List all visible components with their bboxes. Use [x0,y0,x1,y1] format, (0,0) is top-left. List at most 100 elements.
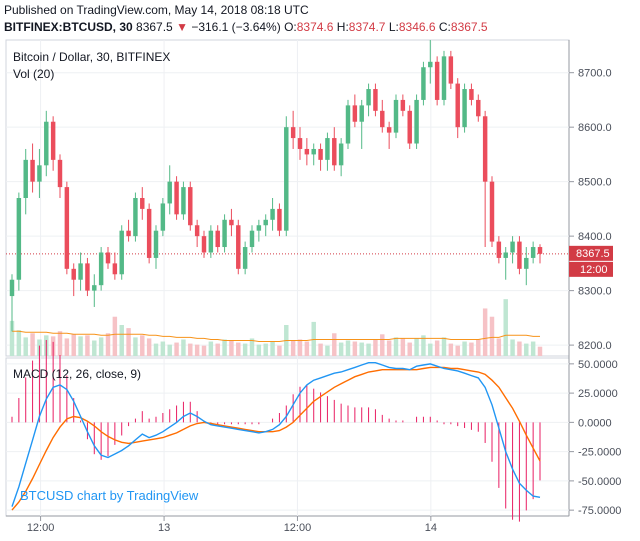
volume-bar [222,339,227,356]
symbol-quote-line: BITFINEX:BTCUSD, 30 8367.5 ▼ −316.1 (−3.… [4,20,488,34]
published-line: Published on TradingView.com, May 14, 20… [4,3,309,17]
candle-body [537,247,543,254]
volume-bar [201,345,207,356]
volume-bar [119,325,124,356]
close-value: 8367.5 [450,20,488,34]
candle-body [119,230,124,275]
volume-bar [537,346,543,356]
candle-body [263,219,268,226]
open-label: O: [284,20,297,34]
volume-bar [71,334,76,356]
macd-tick-label: 25.0000 [578,388,618,400]
candle-body [455,83,460,128]
volume-bar [133,337,138,356]
volume-bar [64,338,70,356]
countdown-tag-text: 12:00 [580,264,608,276]
candle-body [78,263,83,280]
macd-layer [11,339,541,522]
candle-body [256,225,262,231]
macd-tick-label: 0.0000 [578,417,612,429]
symbol-label: BITFINEX:BTCUSD, 30 [4,20,133,34]
volume-bar [208,341,214,356]
candle-body [64,187,70,269]
candle-body [373,89,378,111]
volume-bar [92,340,97,356]
candle-body [215,230,220,248]
volume-bar [373,339,378,356]
high-value: 8374.7 [348,20,386,34]
candle-body [201,236,207,253]
macd-tick-label: 50.0000 [578,359,618,371]
macd-tick-label: -25.0000 [578,447,621,459]
candle-body [71,268,76,280]
candle-body [366,89,371,106]
volume-bar [421,335,426,356]
candle-body [44,121,49,166]
volume-bar [407,342,412,356]
low-value: 8346.6 [398,20,436,34]
candle-body [304,148,310,155]
candle-body [441,56,447,100]
volume-bar [414,338,419,356]
volume-bar [311,321,316,356]
candle-body [30,159,35,182]
signal-line [11,366,541,511]
candle-body [181,187,186,215]
candle-body [462,89,467,128]
volume-bar [85,335,90,356]
candle-body [476,99,481,117]
volume-bar [359,342,364,356]
candle-body [352,105,358,122]
candle-body [517,241,522,269]
macd-tick-label: -50.0000 [578,476,621,488]
volume-bar [140,335,145,356]
volume-bar [297,339,303,356]
volume-bar [393,337,399,356]
volume-bar [338,342,344,356]
candle-body [57,159,63,188]
volume-bar [380,334,385,356]
candle-body [503,252,508,258]
time-tick-label: 14 [425,522,437,534]
volume-bar [229,340,234,356]
candle-body [37,165,42,182]
volume-bar [455,345,460,356]
volume-bar [517,341,522,356]
price-tick-label: 8200.0 [578,340,612,352]
volume-bar [167,344,172,356]
candle-body [23,159,28,198]
volume-bar [482,308,488,356]
candle-body [98,252,104,286]
volume-bar [263,343,268,356]
volume-bar [290,340,296,356]
axis-layer: 8700.0 8600.0 8500.0 8400.0 8300.0 8200.0 50.0… [27,68,622,534]
macd-tick-label: -75.0000 [578,505,621,517]
candle-body [112,263,118,275]
candle-body [249,230,255,248]
candle-body [222,219,227,248]
candle-layer [9,40,543,332]
macd-label: MACD (12, 26, close, 9) [13,367,141,381]
candle-body [380,110,385,128]
candle-body [482,116,488,182]
volume-label: Vol (20) [13,67,54,81]
change-value: −316.1 (−3.64%) [191,20,281,34]
volume-bar [105,333,111,356]
candle-body [434,61,440,100]
candle-body [297,138,303,149]
candle-body [530,247,536,258]
volume-bar [57,331,63,356]
volume-bar [16,330,22,356]
candle-body [133,198,138,237]
volume-bar [270,341,275,356]
low-label: L: [388,20,399,34]
volume-bar [386,340,392,356]
candle-body [311,148,316,155]
macd-line [11,362,541,507]
volume-bar [23,337,28,356]
candle-body [332,138,337,166]
volume-bar [126,328,131,356]
volume-bar [256,344,262,356]
